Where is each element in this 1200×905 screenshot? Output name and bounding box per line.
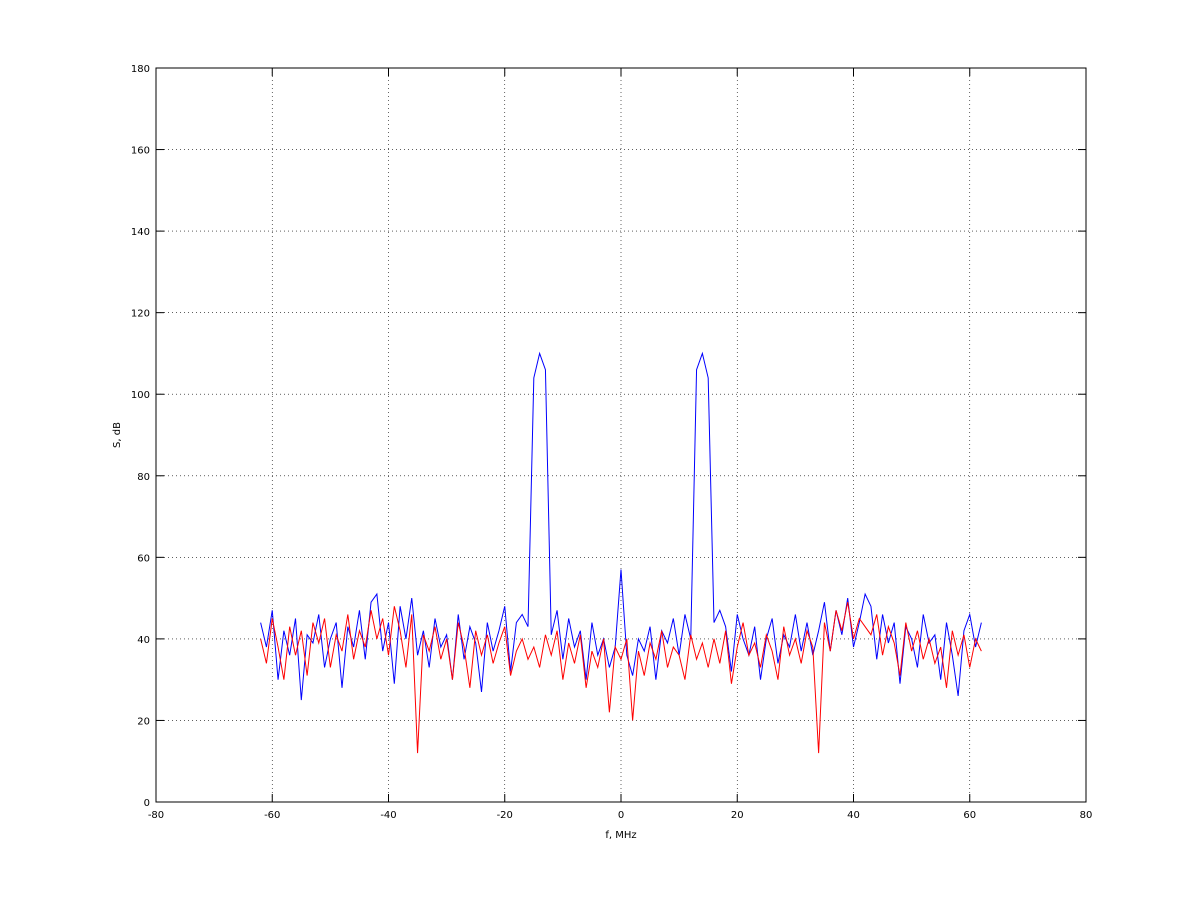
x-tick-label: 60 (963, 810, 976, 821)
x-tick-label: 20 (731, 810, 744, 821)
y-tick-label: 80 (137, 472, 150, 483)
y-tick-label: 40 (137, 635, 150, 646)
x-axis-label: f, MHz (605, 830, 636, 841)
y-tick-label: 160 (131, 146, 150, 157)
x-tick-label: 40 (847, 810, 860, 821)
y-tick-label: 60 (137, 553, 150, 564)
x-tick-label: -80 (148, 810, 164, 821)
y-tick-label: 120 (131, 309, 150, 320)
y-axis-label: S, dB (112, 422, 123, 448)
y-tick-label: 180 (131, 64, 150, 75)
x-tick-label: 80 (1080, 810, 1093, 821)
plot-frame (155, 67, 1087, 803)
x-tick-label: -40 (380, 810, 396, 821)
y-tick-label: 20 (137, 716, 150, 727)
data-line (260, 602, 982, 754)
x-tick-label: -20 (497, 810, 513, 821)
data-line (260, 351, 982, 701)
y-tick-label: 0 (144, 798, 150, 809)
y-tick-label: 140 (131, 227, 150, 238)
x-tick-label: 0 (618, 810, 624, 821)
x-tick-label: -60 (264, 810, 280, 821)
y-tick-label: 100 (131, 390, 150, 401)
